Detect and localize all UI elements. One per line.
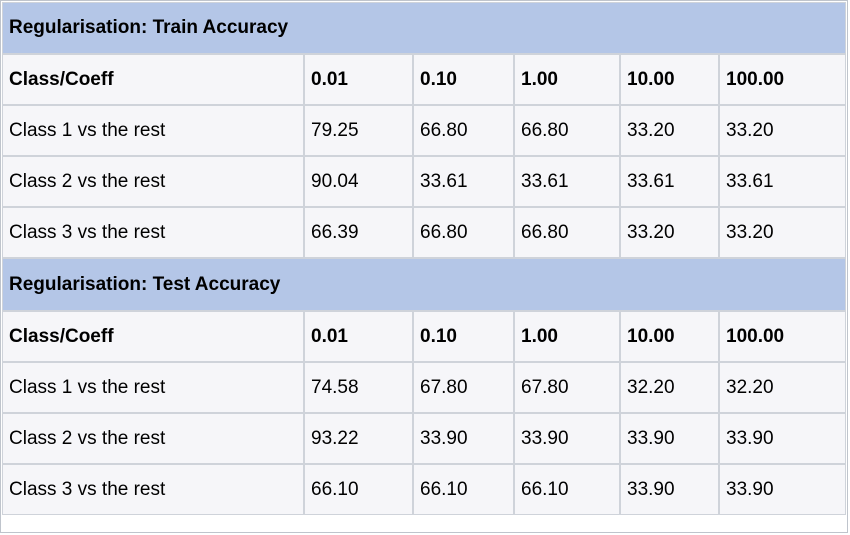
test-row-label: Class 2 vs the rest xyxy=(2,413,304,464)
train-cell: 33.61 xyxy=(514,156,620,207)
train-cell: 79.25 xyxy=(304,105,413,156)
test-cell: 33.90 xyxy=(514,413,620,464)
test-cell: 32.20 xyxy=(620,362,719,413)
test-row-label: Class 1 vs the rest xyxy=(2,362,304,413)
test-title-row: Regularisation: Test Accuracy xyxy=(2,258,847,311)
train-cell: 33.20 xyxy=(620,105,719,156)
test-cell: 32.20 xyxy=(719,362,847,413)
test-cell: 93.22 xyxy=(304,413,413,464)
train-cell: 33.20 xyxy=(620,207,719,258)
test-cell: 33.90 xyxy=(413,413,514,464)
train-cell: 66.39 xyxy=(304,207,413,258)
train-header-coeff-10-00: 10.00 xyxy=(620,54,719,105)
train-header-coeff-0-01: 0.01 xyxy=(304,54,413,105)
train-cell: 90.04 xyxy=(304,156,413,207)
train-cell: 66.80 xyxy=(413,105,514,156)
test-cell: 66.10 xyxy=(413,464,514,515)
test-row-class-1: Class 1 vs the rest 74.58 67.80 67.80 32… xyxy=(2,362,847,413)
regularisation-accuracy-sheet: Regularisation: Train Accuracy Class/Coe… xyxy=(2,2,847,515)
test-cell: 33.90 xyxy=(719,413,847,464)
train-cell: 33.20 xyxy=(719,207,847,258)
test-header-row: Class/Coeff 0.01 0.10 1.00 10.00 100.00 xyxy=(2,311,847,362)
train-cell: 66.80 xyxy=(514,207,620,258)
train-cell: 33.61 xyxy=(719,156,847,207)
test-cell: 33.90 xyxy=(620,413,719,464)
train-row-class-2: Class 2 vs the rest 90.04 33.61 33.61 33… xyxy=(2,156,847,207)
test-cell: 67.80 xyxy=(514,362,620,413)
train-cell: 66.80 xyxy=(413,207,514,258)
train-header-coeff-0-10: 0.10 xyxy=(413,54,514,105)
test-header-coeff-0-10: 0.10 xyxy=(413,311,514,362)
test-cell: 66.10 xyxy=(514,464,620,515)
test-cell: 67.80 xyxy=(413,362,514,413)
test-cell: 66.10 xyxy=(304,464,413,515)
train-header-row: Class/Coeff 0.01 0.10 1.00 10.00 100.00 xyxy=(2,54,847,105)
test-cell: 33.90 xyxy=(620,464,719,515)
test-header-coeff-1-00: 1.00 xyxy=(514,311,620,362)
train-header-class-coeff: Class/Coeff xyxy=(2,54,304,105)
test-cell: 74.58 xyxy=(304,362,413,413)
test-section-title: Regularisation: Test Accuracy xyxy=(2,258,847,311)
train-cell: 66.80 xyxy=(514,105,620,156)
test-header-coeff-0-01: 0.01 xyxy=(304,311,413,362)
test-row-class-2: Class 2 vs the rest 93.22 33.90 33.90 33… xyxy=(2,413,847,464)
accuracy-table: Regularisation: Train Accuracy Class/Coe… xyxy=(2,2,847,515)
train-row-label: Class 3 vs the rest xyxy=(2,207,304,258)
train-title-row: Regularisation: Train Accuracy xyxy=(2,2,847,54)
train-cell: 33.61 xyxy=(620,156,719,207)
train-header-coeff-100-00: 100.00 xyxy=(719,54,847,105)
train-row-label: Class 1 vs the rest xyxy=(2,105,304,156)
test-row-class-3: Class 3 vs the rest 66.10 66.10 66.10 33… xyxy=(2,464,847,515)
train-cell: 33.61 xyxy=(413,156,514,207)
test-header-coeff-100-00: 100.00 xyxy=(719,311,847,362)
test-row-label: Class 3 vs the rest xyxy=(2,464,304,515)
train-row-label: Class 2 vs the rest xyxy=(2,156,304,207)
test-cell: 33.90 xyxy=(719,464,847,515)
train-row-class-3: Class 3 vs the rest 66.39 66.80 66.80 33… xyxy=(2,207,847,258)
test-header-coeff-10-00: 10.00 xyxy=(620,311,719,362)
train-header-coeff-1-00: 1.00 xyxy=(514,54,620,105)
test-header-class-coeff: Class/Coeff xyxy=(2,311,304,362)
train-section-title: Regularisation: Train Accuracy xyxy=(2,2,847,54)
train-cell: 33.20 xyxy=(719,105,847,156)
train-row-class-1: Class 1 vs the rest 79.25 66.80 66.80 33… xyxy=(2,105,847,156)
